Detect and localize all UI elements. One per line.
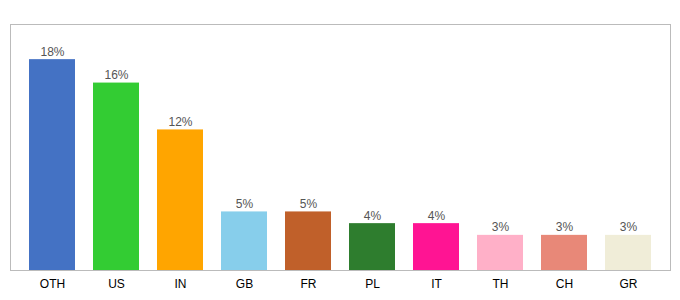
svg-text:5%: 5% xyxy=(300,197,318,211)
svg-text:PL: PL xyxy=(365,277,380,291)
svg-text:FR: FR xyxy=(301,277,317,291)
svg-text:16%: 16% xyxy=(104,68,128,82)
svg-text:IT: IT xyxy=(431,277,442,291)
svg-text:3%: 3% xyxy=(492,220,510,234)
svg-text:5%: 5% xyxy=(236,197,254,211)
svg-text:GB: GB xyxy=(236,277,253,291)
svg-text:4%: 4% xyxy=(364,209,382,223)
svg-text:US: US xyxy=(108,277,125,291)
svg-text:CH: CH xyxy=(556,277,573,291)
svg-text:12%: 12% xyxy=(168,115,192,129)
svg-text:GR: GR xyxy=(620,277,638,291)
svg-text:4%: 4% xyxy=(428,209,446,223)
svg-text:3%: 3% xyxy=(556,220,574,234)
svg-text:OTH: OTH xyxy=(40,277,65,291)
svg-text:3%: 3% xyxy=(620,220,638,234)
svg-text:IN: IN xyxy=(175,277,187,291)
svg-text:18%: 18% xyxy=(40,45,64,59)
svg-text:TH: TH xyxy=(493,277,509,291)
